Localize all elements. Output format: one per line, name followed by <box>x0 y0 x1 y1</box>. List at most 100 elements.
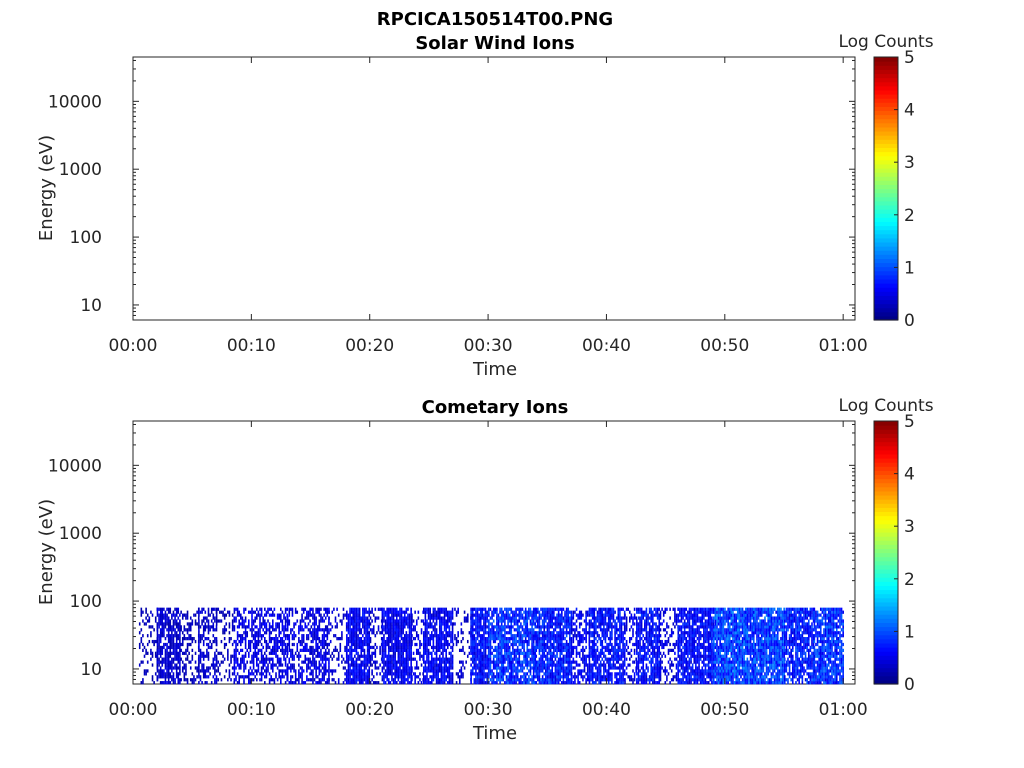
heatmap-cell <box>599 628 602 632</box>
heatmap-cell <box>484 666 487 670</box>
heatmap-cell <box>251 625 253 629</box>
heatmap-cell <box>336 625 338 629</box>
heatmap-cell <box>403 642 406 647</box>
heatmap-cell <box>230 637 232 641</box>
heatmap-cell <box>174 607 176 611</box>
heatmap-cell <box>212 607 215 611</box>
heatmap-cell <box>197 639 200 644</box>
heatmap-cell <box>194 678 197 682</box>
heatmap-cell <box>446 619 449 623</box>
heatmap-cell <box>291 663 294 667</box>
heatmap-cell <box>312 651 314 655</box>
heatmap-cell <box>561 681 563 685</box>
heatmap-cell <box>290 681 292 685</box>
heatmap-cell <box>429 681 431 685</box>
heatmap-cell <box>260 657 263 661</box>
heatmap-cell <box>163 642 165 647</box>
heatmap-cell <box>515 675 517 679</box>
heatmap-cell <box>259 672 261 676</box>
heatmap-cell <box>526 634 529 638</box>
heatmap-cell <box>169 642 172 647</box>
heatmap-cell <box>283 675 285 679</box>
heatmap-cell <box>296 678 299 682</box>
heatmap-cell <box>186 610 189 614</box>
heatmap-cell <box>268 625 271 629</box>
heatmap-cell <box>201 619 203 623</box>
heatmap-cell <box>505 610 508 614</box>
heatmap-cell <box>151 613 154 617</box>
heatmap-cell <box>146 660 149 664</box>
heatmap-cell <box>280 660 282 664</box>
heatmap-cell <box>591 651 594 655</box>
heatmap-cell <box>366 639 369 644</box>
heatmap-cell <box>346 610 348 614</box>
heatmap-cell <box>267 657 269 661</box>
heatmap-cell <box>531 645 533 650</box>
heatmap-cell <box>284 663 287 667</box>
heatmap-cell <box>259 678 261 682</box>
heatmap-cell <box>328 622 330 626</box>
heatmap-cell <box>391 669 393 673</box>
heatmap-cell <box>145 607 147 611</box>
heatmap-cell <box>591 669 594 673</box>
heatmap-cell <box>450 663 452 667</box>
heatmap-cell <box>349 625 351 629</box>
heatmap-cell <box>366 610 369 614</box>
heatmap-cell <box>407 634 409 638</box>
heatmap-cell <box>580 622 583 626</box>
heatmap-cell <box>545 634 547 638</box>
heatmap-cell <box>484 622 487 626</box>
heatmap-cell <box>507 619 509 623</box>
heatmap-cell <box>518 639 521 644</box>
heatmap-cell <box>585 645 587 650</box>
heatmap-cell <box>450 634 452 638</box>
heatmap-cell <box>548 622 550 626</box>
heatmap-cell <box>484 628 487 632</box>
heatmap-cell <box>394 637 396 641</box>
heatmap-cell <box>532 663 535 667</box>
heatmap-cell <box>538 651 541 655</box>
heatmap-cell <box>414 637 416 641</box>
heatmap-cell <box>524 622 527 626</box>
heatmap-cell <box>504 669 506 673</box>
heatmap-cell <box>443 622 446 626</box>
heatmap-cell <box>302 639 305 644</box>
heatmap-cell <box>352 631 355 635</box>
heatmap-cell <box>499 654 501 658</box>
heatmap-cell <box>189 625 192 629</box>
heatmap-cell <box>171 637 173 641</box>
heatmap-cell <box>223 657 226 661</box>
heatmap-cell <box>405 642 408 647</box>
heatmap-cell <box>251 660 253 664</box>
heatmap-cell <box>201 681 203 685</box>
heatmap-cell <box>586 666 589 670</box>
heatmap-cell <box>171 651 173 655</box>
heatmap-cell <box>588 622 591 626</box>
heatmap-cell <box>350 660 353 664</box>
heatmap-cell <box>395 637 398 641</box>
heatmap-cell <box>551 616 554 620</box>
heatmap-cell <box>562 637 565 641</box>
heatmap-cell <box>171 631 173 635</box>
heatmap-cell <box>238 663 241 667</box>
heatmap-cell <box>336 657 338 661</box>
heatmap-cell <box>432 678 435 682</box>
heatmap-cell <box>362 681 364 685</box>
heatmap-cell <box>320 628 322 632</box>
heatmap-cell <box>479 634 482 638</box>
heatmap-cell <box>556 639 558 644</box>
heatmap-cell <box>156 660 159 664</box>
heatmap-cell <box>259 631 261 635</box>
heatmap-cell <box>161 616 164 620</box>
heatmap-cell <box>199 648 202 652</box>
heatmap-cell <box>342 657 345 661</box>
heatmap-cell <box>389 625 392 629</box>
heatmap-cell <box>442 648 444 652</box>
heatmap-cell <box>283 648 285 652</box>
heatmap-cell <box>492 660 495 664</box>
heatmap-cell <box>403 625 406 629</box>
heatmap-cell <box>397 648 400 652</box>
heatmap-cell <box>412 672 415 676</box>
heatmap-cell <box>150 625 152 629</box>
